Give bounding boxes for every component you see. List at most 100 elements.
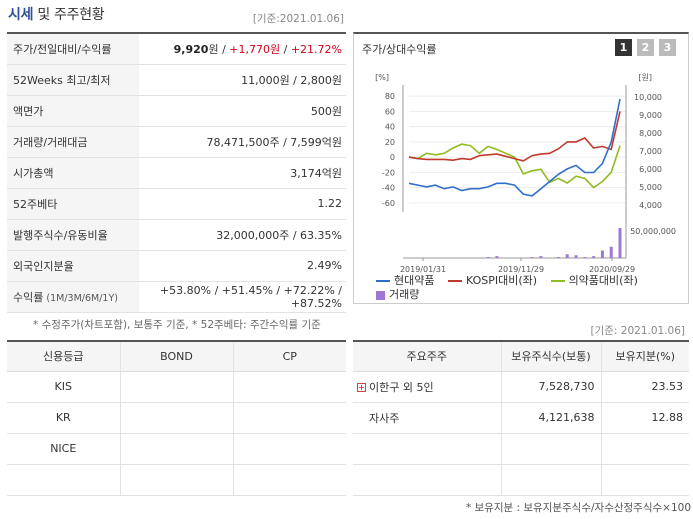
row-value: 11,000원 / 2,800원 [139, 64, 346, 96]
page-title: 시세 및 주주현황 [8, 4, 105, 24]
chart-title: 주가/상대수익률 [362, 43, 437, 56]
bond-cell [119, 371, 233, 403]
empty-cell [500, 433, 601, 465]
left-tick-label: -20 [382, 168, 395, 177]
row-label: 발행주식수/유동비율 [7, 219, 139, 251]
right-tick-label: 9,000 [639, 111, 662, 120]
holder-name[interactable]: + 이한구 외 5인 [353, 371, 501, 403]
reference-date: [기준:2021.01.06] [252, 13, 344, 25]
table-row: 52주베타 1.22 [7, 188, 346, 220]
volume-bar [530, 257, 534, 258]
table-row: 시가총액 3,174억원 [7, 157, 346, 189]
table-header-row: 주요주주 보유주식수(보통) 보유지분(%) [353, 341, 689, 372]
row-value: 1.22 [139, 188, 346, 220]
x-tick-label: 2019/11/29 [498, 265, 544, 274]
volume-bar [583, 257, 587, 258]
volume-bar [600, 250, 604, 258]
agency-name: KR [7, 402, 120, 434]
row-label: 수익률 (1M/3M/6M/1Y) [7, 281, 139, 313]
series-line-의약품대비(좌) [408, 143, 621, 189]
table-row: 발행주식수/유동비율 32,000,000주 / 63.35% [7, 219, 346, 251]
empty-cell [600, 433, 689, 465]
legend-kospi: KOSPI대비(좌) [447, 274, 537, 288]
x-tick-label: 2019/01/31 [400, 265, 446, 274]
cp-cell [232, 371, 346, 403]
table-row: KR [7, 402, 346, 434]
volume-bar [486, 257, 490, 258]
left-tick-label: 20 [385, 138, 395, 147]
right-tick-label: 8,000 [639, 129, 662, 138]
table-row: 외국인지분율 2.49% [7, 250, 346, 282]
table-row: NICE [7, 433, 346, 465]
price-chart: 80 60 40 20 0 -20 -40 -60 [%] [원] 10,000 9,000 8,000… [375, 73, 676, 274]
table-row: 수익률 (1M/3M/6M/1Y) +53.80% / +51.45% / +7… [7, 281, 346, 313]
table-row: 52Weeks 최고/최저 11,000원 / 2,800원 [7, 64, 346, 96]
x-tick-label: 2020/09/29 [589, 265, 635, 274]
right-tick-label: 7,000 [639, 147, 662, 156]
row-value: 500원 [139, 95, 346, 127]
chart-page-3-button[interactable]: 3 [659, 39, 676, 56]
column-header: 주요주주 [353, 341, 501, 372]
row-value: 3,174억원 [139, 157, 346, 189]
series-line-현대약품 [408, 98, 621, 197]
volume-bar [556, 257, 560, 258]
reference-date-2: [기준: 2021.01.06] [590, 325, 685, 337]
legend-stock: 현대약품 [376, 274, 434, 288]
holder-shares: 7,528,730 [500, 371, 601, 403]
chart-pager: 1 2 3 [615, 39, 676, 56]
price-info-table: 주가/전일대비/수익률 9,920원 / +1,770원 / +21.72% 5… [7, 32, 346, 313]
series-line-KOSPI대비(좌) [408, 111, 621, 162]
volume-bar [574, 255, 578, 258]
column-header: 신용등급 [7, 341, 120, 372]
chart-legend: 현대약품 KOSPI대비(좌) 의약품대비(좌) 거래량 [376, 274, 676, 302]
shareholder-table: 주요주주 보유주식수(보통) 보유지분(%) + 이한구 외 5인 7,528,7… [353, 340, 689, 496]
row-value: 32,000,000주 / 63.35% [139, 219, 346, 251]
column-header: 보유주식수(보통) [500, 341, 601, 372]
price-value: 9,920원 / +1,770원 / +21.72% [139, 33, 346, 65]
page-title-rest: 및 주주현황 [33, 7, 105, 23]
row-label: 액면가 [7, 95, 139, 127]
table-header-row: 신용등급 BOND CP [7, 341, 346, 372]
bond-cell [119, 433, 233, 465]
left-tick-label: 80 [385, 92, 395, 101]
bond-cell [119, 402, 233, 434]
table-row: 자사주 4,121,638 12.88 [353, 402, 689, 434]
agency-name: KIS [7, 371, 120, 403]
left-tick-label: 60 [385, 107, 395, 116]
row-label: 시가총액 [7, 157, 139, 189]
volume-bar [565, 254, 569, 258]
expand-plus-icon[interactable]: + [357, 383, 366, 392]
left-axis-unit: [%] [375, 73, 389, 82]
column-header: 보유지분(%) [600, 341, 689, 372]
chart-page-2-button[interactable]: 2 [637, 39, 654, 56]
row-value: 2.49% [139, 250, 346, 282]
legend-pharma: 의약품대비(좌) [550, 274, 638, 288]
chart-panel: 주가/상대수익률 1 2 3 80 60 40 20 0 -20 -40 -60 [%] [원] 1… [353, 32, 689, 304]
credit-rating-table: 신용등급 BOND CP KIS KR NICE [7, 340, 346, 496]
row-label: 주가/전일대비/수익률 [7, 33, 139, 65]
empty-cell [500, 464, 601, 496]
row-value: 78,471,500주 / 7,599억원 [139, 126, 346, 158]
cp-cell [232, 402, 346, 434]
table-row: + 이한구 외 5인 7,528,730 23.53 [353, 371, 689, 403]
agency-name [7, 464, 120, 496]
table-row: 주가/전일대비/수익률 9,920원 / +1,770원 / +21.72% [7, 33, 346, 65]
table-row: 거래량/거래대금 78,471,500주 / 7,599억원 [7, 126, 346, 158]
row-label: 외국인지분율 [7, 250, 139, 282]
left-tick-label: -60 [382, 199, 395, 208]
right-tick-label: 4,000 [639, 201, 662, 210]
return-value: +53.80% / +51.45% / +72.22% / +87.52% [139, 281, 346, 313]
price-footnote: * 수정주가(차트포함), 보통주 기준, * 52주베타: 주간수익률 기준 [33, 319, 321, 331]
agency-name: NICE [7, 433, 120, 465]
chart-page-1-button[interactable]: 1 [615, 39, 632, 56]
page-title-bold: 시세 [8, 7, 34, 23]
left-tick-label: -40 [382, 184, 395, 193]
volume-bar [495, 256, 499, 258]
volume-bar [609, 246, 613, 258]
left-tick-label: 40 [385, 123, 395, 132]
row-label: 거래량/거래대금 [7, 126, 139, 158]
holder-shares: 4,121,638 [500, 402, 601, 434]
holder-pct: 23.53 [600, 371, 689, 403]
empty-cell [353, 433, 501, 465]
volume-axis-label: 50,000,000 [630, 227, 676, 236]
